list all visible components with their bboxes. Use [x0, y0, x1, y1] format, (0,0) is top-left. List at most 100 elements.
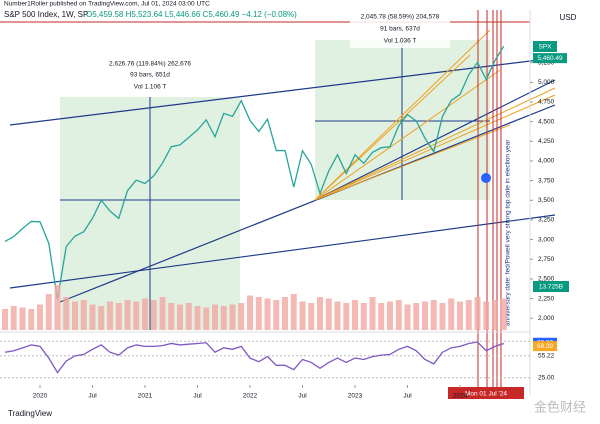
y-tick-label: 5,000 — [538, 79, 555, 86]
volume-bar — [45, 294, 52, 330]
annotation: anniversary date: fed/Powell very strong… — [505, 139, 512, 326]
symbol-box — [533, 41, 557, 52]
rsi-tick-label: 55.22 — [538, 352, 555, 359]
y-tick-label: 2,250 — [538, 295, 555, 302]
volume-bar — [378, 303, 385, 330]
measure-text: 2,626.76 (119.84%) 262,676 — [109, 61, 191, 68]
volume-bar — [107, 301, 113, 330]
y-tick-label: 2,500 — [538, 276, 555, 283]
volume-bar — [229, 304, 236, 330]
volume-bar — [264, 298, 271, 330]
chart-title: S&P 500 Index, 1W, SP — [4, 10, 88, 19]
volume-bar — [142, 298, 148, 330]
date-marker: Mon 01 Jul '24 — [465, 391, 507, 398]
price-line — [4, 45, 505, 300]
volume-bar — [203, 307, 210, 330]
volume-bar — [150, 300, 157, 330]
volume-bar — [343, 303, 350, 330]
volume-bar — [299, 301, 306, 330]
volume-bar — [255, 297, 262, 330]
rsi-tick-label: 25.00 — [538, 374, 555, 381]
volume-bar — [37, 304, 43, 330]
y-tick-label: 3,000 — [538, 236, 555, 243]
volume-bar — [28, 309, 35, 330]
volume-bar — [115, 303, 122, 330]
symbol: SPX — [538, 44, 552, 51]
volume-bar — [439, 303, 446, 330]
volume-bar — [89, 304, 96, 330]
volume-bar — [98, 306, 105, 330]
publisher: Number1Roller published on TradingView.c… — [4, 1, 210, 8]
y-tick-label: 4,750 — [538, 99, 555, 106]
price-label: 5,460.49 — [537, 55, 563, 62]
volume-bar — [194, 306, 201, 330]
trendlines — [9, 57, 556, 303]
volume-bar — [72, 301, 78, 330]
volume-bar — [308, 303, 315, 330]
y-tick-label: 3,750 — [538, 177, 555, 184]
volume-bar — [483, 301, 490, 330]
ohlc: O5,459.58 H5,523.64 L5,446.66 C5,460.49 … — [86, 10, 297, 19]
volume-bar — [369, 297, 376, 330]
rsi-line — [4, 341, 504, 374]
x-tick-label: 2020 — [33, 393, 48, 400]
price-box — [533, 53, 567, 64]
y-tick-label: 4,250 — [538, 138, 555, 145]
volume-bar — [168, 303, 175, 330]
volume-bar — [63, 297, 70, 330]
x-tick-label: Jul — [88, 393, 97, 400]
volume-bar — [500, 298, 507, 330]
currency: USD — [560, 13, 577, 22]
volume-bar — [124, 300, 131, 330]
measure-text: 93 bars, 651d — [130, 72, 170, 79]
watermark: 金色财经 — [534, 399, 586, 414]
volume-bar — [492, 300, 498, 330]
measure-text: Vol 1.106 T — [134, 84, 167, 91]
volume-bar — [395, 300, 402, 330]
y-tick-label: 2,000 — [538, 315, 555, 322]
volume-bar — [387, 301, 393, 330]
volume-box — [533, 281, 569, 292]
x-tick-label: Jul — [193, 393, 202, 400]
volume-bar — [19, 307, 26, 330]
volume-bar — [2, 309, 8, 330]
y-tick-label: 2,750 — [538, 256, 555, 263]
volume-bar — [404, 304, 411, 330]
volume-bar — [273, 300, 280, 330]
rsi-box — [533, 341, 557, 352]
x-tick-label: 2023 — [348, 393, 363, 400]
measure-text: 91 bars, 637d — [380, 26, 420, 33]
volume-bar — [474, 297, 481, 330]
measure-text: Vol 1.036 T — [384, 38, 417, 45]
volume-bar — [54, 285, 61, 330]
volume-bar — [317, 297, 323, 330]
volume-bar — [290, 294, 297, 330]
volume-bar — [177, 304, 183, 330]
volume-bar — [133, 301, 140, 330]
volume-bar — [448, 298, 455, 330]
date-box — [448, 387, 524, 399]
volume-bar — [247, 295, 253, 330]
volume-bar — [352, 300, 358, 330]
measure-box — [350, 10, 450, 48]
volume-bar — [465, 300, 472, 330]
y-tick-label: 3,250 — [538, 217, 555, 224]
volume-bar — [212, 304, 218, 330]
x-tick-label: 2024 — [453, 393, 468, 400]
x-tick-label: Jul — [403, 393, 412, 400]
vlines — [477, 10, 502, 395]
x-tick-label: 2022 — [243, 393, 258, 400]
volume-bar — [185, 303, 192, 330]
volume-bar — [422, 301, 428, 330]
volume-bar — [413, 303, 420, 330]
x-tick-label: 2021 — [138, 393, 153, 400]
volume-bar — [360, 303, 367, 330]
volume-bar — [159, 297, 166, 330]
volume-bar — [325, 298, 332, 330]
volume-bar — [80, 300, 87, 330]
volume-bar — [457, 301, 463, 330]
measure-text: 2,045.78 (58.59%) 204,578 — [361, 14, 440, 21]
y-tick-label: 4,000 — [538, 158, 555, 165]
x-tick-label: Jul — [298, 393, 307, 400]
